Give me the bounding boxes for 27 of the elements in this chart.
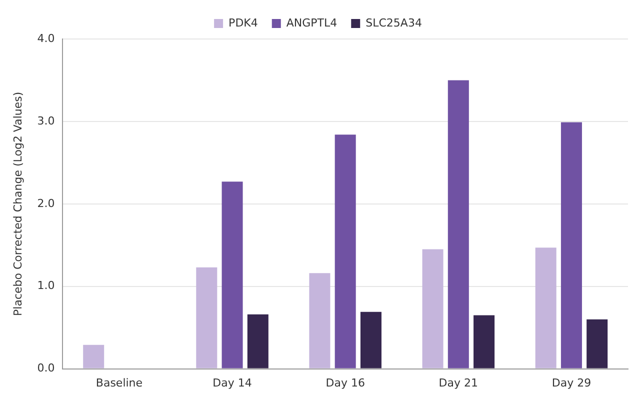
bar bbox=[334, 134, 356, 368]
legend-label: PDK4 bbox=[228, 16, 258, 30]
y-axis-title: Placebo Corrected Change (Log2 Values) bbox=[11, 92, 24, 316]
bar bbox=[360, 312, 382, 368]
legend-label: ANGPTL4 bbox=[286, 16, 338, 30]
x-tick-label: Day 21 bbox=[438, 376, 478, 390]
y-tick-label: 0.0 bbox=[37, 362, 55, 375]
legend-label: SLC25A34 bbox=[366, 16, 422, 30]
y-tick-label: 1.0 bbox=[37, 279, 55, 292]
bar bbox=[586, 319, 608, 368]
bar bbox=[474, 315, 495, 368]
y-tick-label: 3.0 bbox=[37, 114, 55, 128]
bar bbox=[222, 182, 243, 368]
bar bbox=[196, 267, 218, 368]
x-tick-label: Day 16 bbox=[326, 376, 365, 390]
x-tick-label: Day 29 bbox=[552, 376, 592, 390]
y-tick-label: 2.0 bbox=[37, 196, 55, 210]
bar bbox=[448, 80, 469, 368]
y-tick-label: 4.0 bbox=[37, 32, 55, 45]
x-tick-label: Day 14 bbox=[212, 376, 252, 390]
bar bbox=[309, 273, 330, 368]
bar bbox=[83, 344, 104, 368]
bar bbox=[422, 249, 444, 368]
x-tick-label: Baseline bbox=[96, 376, 143, 390]
bar bbox=[560, 122, 582, 368]
bar bbox=[535, 248, 556, 368]
bar bbox=[247, 314, 268, 368]
